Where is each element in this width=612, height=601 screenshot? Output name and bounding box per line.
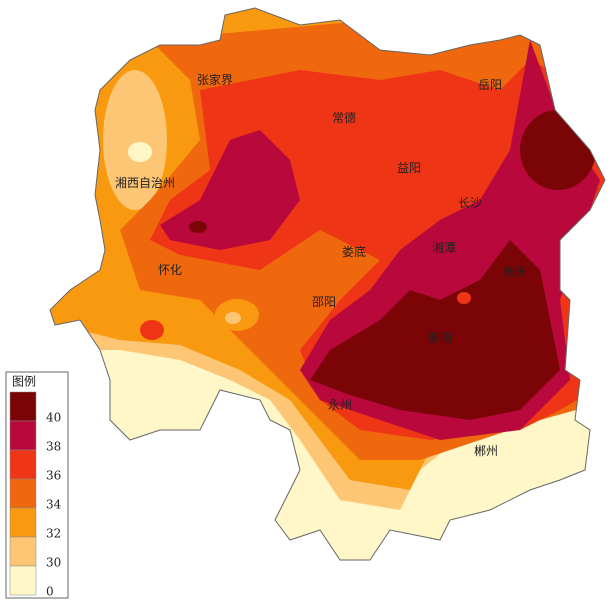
- legend-swatch: [9, 420, 37, 451]
- legend-label: 0: [46, 585, 54, 599]
- legend-title: 图例: [12, 375, 36, 389]
- city-label: 邵阳: [312, 295, 336, 309]
- city-label: 永州: [328, 398, 352, 412]
- city-label: 常德: [332, 110, 356, 125]
- city-label: 怀化: [158, 263, 182, 277]
- zone: [457, 292, 471, 304]
- city-label: 岳阳: [478, 78, 502, 92]
- zone: [520, 110, 596, 190]
- city-label: 衡阳: [428, 331, 452, 345]
- legend: 图例 40 38 36 34 32 30 0: [5, 371, 69, 599]
- zone: [128, 142, 152, 162]
- legend-label: 38: [46, 440, 61, 454]
- city-label: 长沙: [458, 196, 482, 210]
- zone: [189, 221, 207, 233]
- zone: [225, 312, 241, 324]
- city-labels: 张家界 常德 岳阳 湘西自治州 益阳 长沙 娄底 湘潭 株洲 怀化 邵阳 衡阳 …: [115, 72, 527, 458]
- zone: [103, 70, 167, 210]
- city-label: 张家界: [197, 72, 233, 87]
- legend-label: 34: [46, 498, 62, 512]
- city-label: 株洲: [503, 264, 527, 279]
- zone: [140, 320, 164, 340]
- legend-swatch: [9, 565, 37, 596]
- legend-label: 32: [46, 527, 61, 541]
- city-label: 娄底: [342, 244, 366, 259]
- legend-label: 36: [46, 469, 61, 483]
- legend-swatch: [9, 449, 37, 480]
- legend-swatch: [9, 478, 37, 509]
- legend-swatch: [9, 536, 37, 567]
- zone: [310, 240, 560, 420]
- legend-label: 30: [46, 556, 61, 570]
- legend-swatch: [9, 507, 37, 538]
- zone: [160, 130, 300, 250]
- city-label: 湘潭: [432, 240, 456, 255]
- legend-swatch: [9, 391, 37, 422]
- city-label: 湘西自治州: [115, 175, 175, 190]
- city-label: 益阳: [397, 161, 421, 175]
- city-label: 郴州: [474, 444, 498, 458]
- legend-label: 40: [46, 411, 61, 425]
